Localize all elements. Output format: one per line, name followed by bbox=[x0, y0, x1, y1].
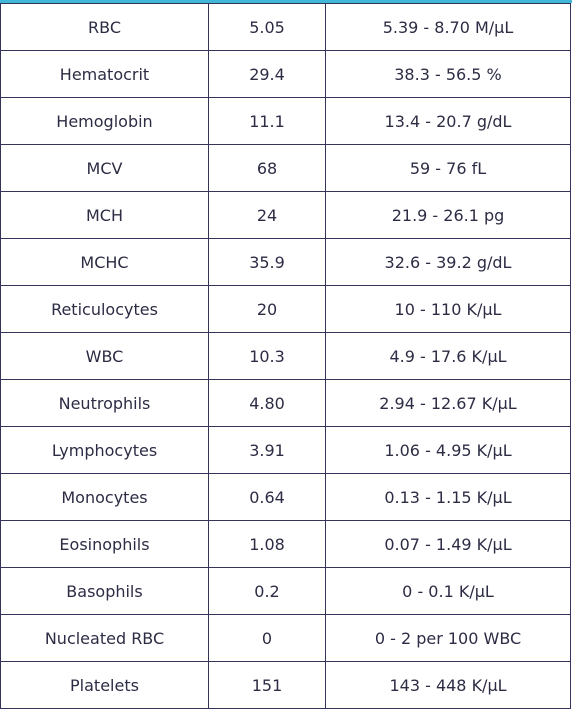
table-row: WBC 10.3 4.9 - 17.6 K/µL bbox=[0, 332, 571, 380]
top-accent-bar bbox=[0, 0, 572, 3]
result-value-cell: 35.9 bbox=[208, 238, 326, 286]
table-row: Hemoglobin 11.1 13.4 - 20.7 g/dL bbox=[0, 97, 571, 145]
table-row: Basophils 0.2 0 - 0.1 K/µL bbox=[0, 567, 571, 615]
result-value-cell: 5.05 bbox=[208, 3, 326, 51]
result-value-cell: 20 bbox=[208, 285, 326, 333]
result-value-cell: 151 bbox=[208, 661, 326, 709]
test-name-cell: Monocytes bbox=[0, 473, 209, 521]
table-row: RBC 5.05 5.39 - 8.70 M/µL bbox=[0, 3, 571, 51]
result-value-cell: 24 bbox=[208, 191, 326, 239]
reference-range-cell: 1.06 - 4.95 K/µL bbox=[325, 426, 571, 474]
result-value-cell: 29.4 bbox=[208, 50, 326, 98]
reference-range-cell: 0 - 0.1 K/µL bbox=[325, 567, 571, 615]
table-row: Neutrophils 4.80 2.94 - 12.67 K/µL bbox=[0, 379, 571, 427]
table-row: MCH 24 21.9 - 26.1 pg bbox=[0, 191, 571, 239]
reference-range-cell: 59 - 76 fL bbox=[325, 144, 571, 192]
reference-range-cell: 0.13 - 1.15 K/µL bbox=[325, 473, 571, 521]
reference-range-cell: 2.94 - 12.67 K/µL bbox=[325, 379, 571, 427]
result-value-cell: 11.1 bbox=[208, 97, 326, 145]
reference-range-cell: 21.9 - 26.1 pg bbox=[325, 191, 571, 239]
test-name-cell: Basophils bbox=[0, 567, 209, 615]
test-name-cell: Hemoglobin bbox=[0, 97, 209, 145]
result-value-cell: 4.80 bbox=[208, 379, 326, 427]
table-row: Monocytes 0.64 0.13 - 1.15 K/µL bbox=[0, 473, 571, 521]
reference-range-cell: 13.4 - 20.7 g/dL bbox=[325, 97, 571, 145]
table-row: Hematocrit 29.4 38.3 - 56.5 % bbox=[0, 50, 571, 98]
test-name-cell: Neutrophils bbox=[0, 379, 209, 427]
result-value-cell: 0.2 bbox=[208, 567, 326, 615]
test-name-cell: Eosinophils bbox=[0, 520, 209, 568]
test-name-cell: Reticulocytes bbox=[0, 285, 209, 333]
test-name-cell: WBC bbox=[0, 332, 209, 380]
result-value-cell: 0 bbox=[208, 614, 326, 662]
reference-range-cell: 5.39 - 8.70 M/µL bbox=[325, 3, 571, 51]
table-row: MCHC 35.9 32.6 - 39.2 g/dL bbox=[0, 238, 571, 286]
reference-range-cell: 10 - 110 K/µL bbox=[325, 285, 571, 333]
table-row: Nucleated RBC 0 0 - 2 per 100 WBC bbox=[0, 614, 571, 662]
lab-results-table: RBC 5.05 5.39 - 8.70 M/µL Hematocrit 29.… bbox=[0, 3, 571, 709]
reference-range-cell: 0.07 - 1.49 K/µL bbox=[325, 520, 571, 568]
test-name-cell: Platelets bbox=[0, 661, 209, 709]
test-name-cell: RBC bbox=[0, 3, 209, 51]
test-name-cell: Lymphocytes bbox=[0, 426, 209, 474]
result-value-cell: 3.91 bbox=[208, 426, 326, 474]
reference-range-cell: 143 - 448 K/µL bbox=[325, 661, 571, 709]
test-name-cell: Nucleated RBC bbox=[0, 614, 209, 662]
reference-range-cell: 0 - 2 per 100 WBC bbox=[325, 614, 571, 662]
result-value-cell: 0.64 bbox=[208, 473, 326, 521]
reference-range-cell: 32.6 - 39.2 g/dL bbox=[325, 238, 571, 286]
table-row: MCV 68 59 - 76 fL bbox=[0, 144, 571, 192]
table-row: Reticulocytes 20 10 - 110 K/µL bbox=[0, 285, 571, 333]
table-row: Eosinophils 1.08 0.07 - 1.49 K/µL bbox=[0, 520, 571, 568]
reference-range-cell: 38.3 - 56.5 % bbox=[325, 50, 571, 98]
test-name-cell: Hematocrit bbox=[0, 50, 209, 98]
test-name-cell: MCHC bbox=[0, 238, 209, 286]
result-value-cell: 1.08 bbox=[208, 520, 326, 568]
table-row: Platelets 151 143 - 448 K/µL bbox=[0, 661, 571, 709]
test-name-cell: MCV bbox=[0, 144, 209, 192]
test-name-cell: MCH bbox=[0, 191, 209, 239]
reference-range-cell: 4.9 - 17.6 K/µL bbox=[325, 332, 571, 380]
result-value-cell: 10.3 bbox=[208, 332, 326, 380]
result-value-cell: 68 bbox=[208, 144, 326, 192]
table-row: Lymphocytes 3.91 1.06 - 4.95 K/µL bbox=[0, 426, 571, 474]
